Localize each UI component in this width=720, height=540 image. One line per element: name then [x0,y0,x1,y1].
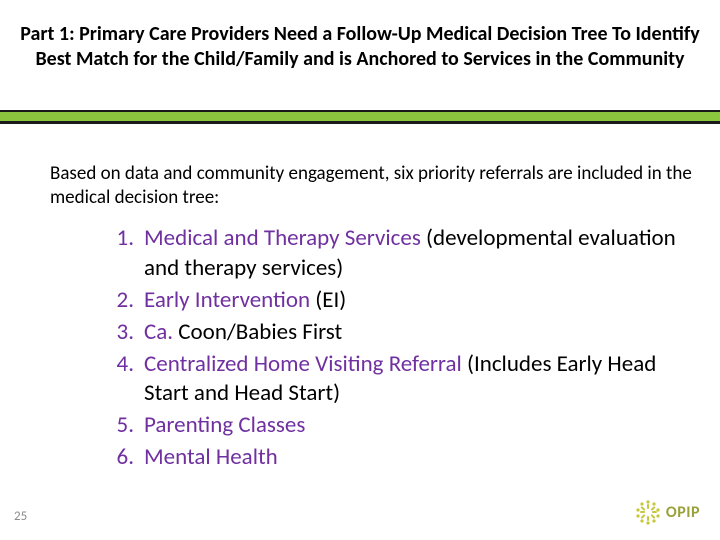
list-lead: Ca. [144,318,173,346]
list-lead: Parenting Classes [144,411,305,439]
priority-referral-list: Medical and Therapy Services (developmen… [100,224,688,475]
list-item: Centralized Home Visiting Referral (Incl… [100,350,688,410]
list-rest: Coon/Babies First [173,318,342,346]
list-item: Early Intervention (EI) [100,286,688,316]
list-lead: Mental Health [144,443,278,471]
list-item: Parenting Classes [100,411,688,441]
list-rest: (EI) [310,286,346,314]
opip-logo: OPIP [634,498,700,526]
logo-text: OPIP [666,503,700,522]
slide-title: Part 1: Primary Care Providers Need a Fo… [0,22,720,72]
divider-bar [0,110,720,124]
list-lead: Centralized Home Visiting Referral [144,350,462,378]
list-lead: Early Intervention [144,286,310,314]
list-item: Ca. Coon/Babies First [100,318,688,348]
slide: Part 1: Primary Care Providers Need a Fo… [0,0,720,540]
list-item: Medical and Therapy Services (developmen… [100,224,688,284]
intro-paragraph: Based on data and community engagement, … [50,162,700,210]
list-item: Mental Health [100,443,688,473]
sunburst-icon [634,498,662,526]
page-number: 25 [14,509,27,524]
list-lead: Medical and Therapy Services [144,224,421,252]
